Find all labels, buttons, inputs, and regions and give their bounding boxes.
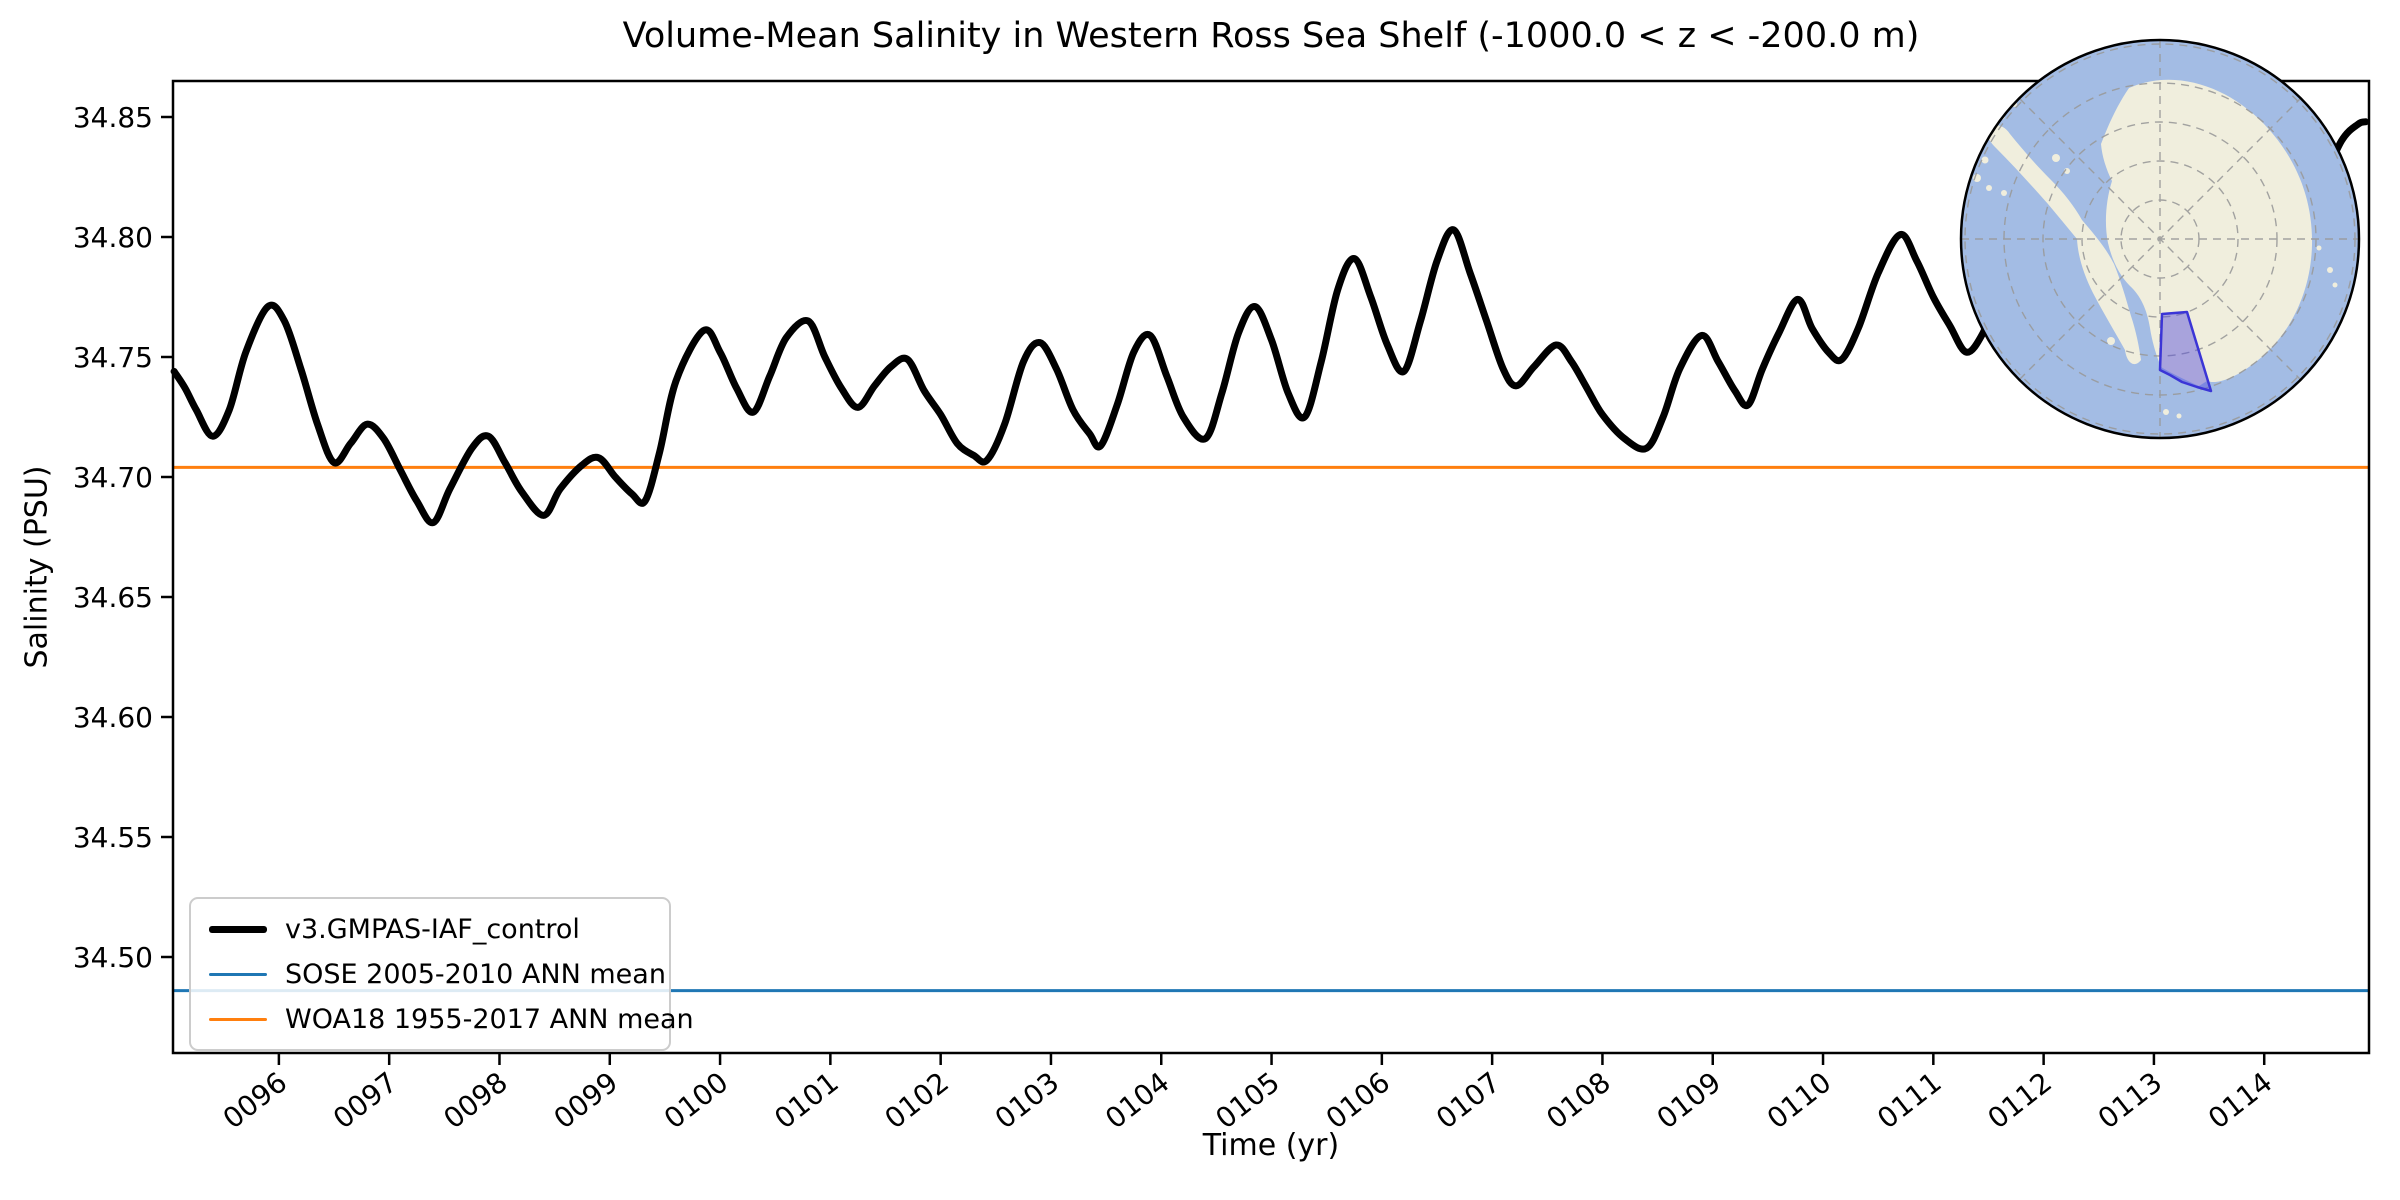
y-tick-label: 34.75 xyxy=(73,341,153,374)
legend-item-label: WOA18 1955-2017 ANN mean xyxy=(285,1003,694,1035)
legend-item: WOA18 1955-2017 ANN mean xyxy=(201,1001,694,1037)
antarctica-inset-map xyxy=(1959,38,2362,441)
y-axis-label: Salinity (PSU) xyxy=(19,465,55,669)
legend-item-label: SOSE 2005-2010 ANN mean xyxy=(285,958,666,990)
map-land xyxy=(1973,79,2338,419)
x-tick-label: 0111 xyxy=(1871,1066,1947,1136)
legend-line-sample xyxy=(209,925,267,933)
x-tick-label: 0108 xyxy=(1540,1066,1616,1136)
highlighted-region xyxy=(2158,310,2213,393)
legend-item-label: v3.GMPAS-IAF_control xyxy=(285,913,580,945)
legend-item: SOSE 2005-2010 ANN mean xyxy=(201,956,666,992)
x-axis-label: Time (yr) xyxy=(1202,1128,1340,1163)
x-tick-label: 0098 xyxy=(437,1066,513,1136)
y-tick-label: 34.70 xyxy=(73,461,153,494)
y-tick-label: 34.60 xyxy=(73,701,153,734)
y-tick-label: 34.50 xyxy=(73,941,153,974)
legend-item: v3.GMPAS-IAF_control xyxy=(201,911,651,947)
x-tick-label: 0102 xyxy=(878,1066,954,1136)
x-tick-label: 0113 xyxy=(2092,1066,2168,1136)
x-tick-label: 0110 xyxy=(1761,1066,1837,1136)
y-tick-label: 34.80 xyxy=(73,221,153,254)
x-tick-label: 0099 xyxy=(548,1066,624,1136)
legend-line-sample xyxy=(209,1017,267,1021)
x-tick-label: 0106 xyxy=(1320,1066,1396,1136)
legend: v3.GMPAS-IAF_control SOSE 2005-2010 ANN … xyxy=(189,897,694,1051)
x-tick-label: 0103 xyxy=(989,1066,1065,1136)
x-tick-label: 0105 xyxy=(1209,1066,1285,1136)
x-tick-label: 0104 xyxy=(1099,1066,1175,1136)
legend-line-sample xyxy=(209,972,267,976)
map-graticule xyxy=(1961,40,2359,438)
x-tick-label: 0096 xyxy=(217,1066,293,1136)
map-border xyxy=(1959,38,2361,440)
x-tick-label: 0097 xyxy=(327,1066,403,1136)
x-tick-label: 0100 xyxy=(658,1066,734,1136)
y-tick-label: 34.65 xyxy=(73,581,153,614)
x-tick-label: 0109 xyxy=(1651,1066,1727,1136)
chart-title: Volume-Mean Salinity in Western Ross Sea… xyxy=(622,16,1920,56)
x-tick-label: 0107 xyxy=(1430,1066,1506,1136)
x-tick-label: 0114 xyxy=(2202,1066,2278,1136)
x-tick-label: 0112 xyxy=(1981,1066,2057,1136)
x-tick-label: 0101 xyxy=(768,1066,844,1136)
y-tick-label: 34.85 xyxy=(73,101,153,134)
y-tick-label: 34.55 xyxy=(73,821,153,854)
